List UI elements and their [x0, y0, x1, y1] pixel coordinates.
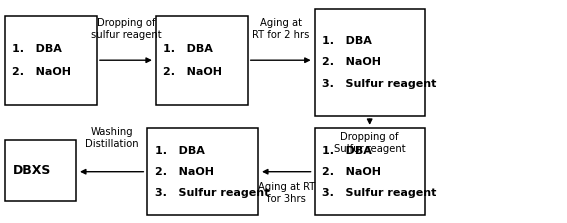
FancyBboxPatch shape: [315, 9, 425, 116]
FancyBboxPatch shape: [5, 140, 76, 201]
FancyBboxPatch shape: [147, 128, 258, 215]
Text: 1.   DBA: 1. DBA: [163, 43, 213, 54]
Text: Dropping of
sulfur reagent: Dropping of sulfur reagent: [91, 18, 161, 40]
Text: Dropping of
Sulfur reagent: Dropping of Sulfur reagent: [334, 132, 405, 154]
Text: Aging at RT
for 3hrs: Aging at RT for 3hrs: [258, 182, 315, 204]
Text: 3.   Sulfur reagent: 3. Sulfur reagent: [322, 79, 437, 89]
Text: 3.   Sulfur reagent: 3. Sulfur reagent: [155, 188, 269, 198]
Text: 2.   NaOH: 2. NaOH: [322, 58, 381, 67]
Text: Aging at
RT for 2 hrs: Aging at RT for 2 hrs: [252, 18, 310, 40]
Text: 1.   DBA: 1. DBA: [12, 43, 62, 54]
Text: Washing
Distillation: Washing Distillation: [85, 127, 138, 149]
Text: DBXS: DBXS: [12, 164, 51, 177]
Text: 2.   NaOH: 2. NaOH: [322, 167, 381, 177]
Text: 1.   DBA: 1. DBA: [322, 146, 372, 155]
FancyBboxPatch shape: [156, 16, 248, 105]
Text: 3.   Sulfur reagent: 3. Sulfur reagent: [322, 188, 437, 198]
Text: 2.   NaOH: 2. NaOH: [155, 167, 214, 177]
FancyBboxPatch shape: [5, 16, 97, 105]
Text: 1.   DBA: 1. DBA: [155, 146, 205, 155]
Text: 1.   DBA: 1. DBA: [322, 36, 372, 46]
FancyBboxPatch shape: [315, 128, 425, 215]
Text: 2.   NaOH: 2. NaOH: [163, 67, 222, 77]
Text: 2.   NaOH: 2. NaOH: [12, 67, 71, 77]
